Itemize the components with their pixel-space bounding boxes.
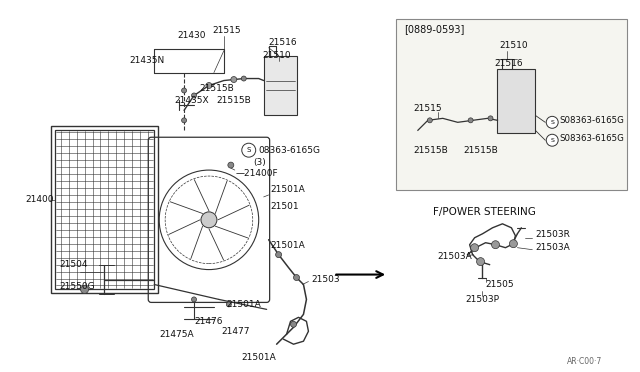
Text: S: S [550,120,554,125]
Text: 21476: 21476 [194,317,223,326]
Text: 21501A: 21501A [271,241,305,250]
Text: (3): (3) [253,158,266,167]
Text: 21510: 21510 [262,51,291,60]
Text: 21503: 21503 [312,275,340,284]
Circle shape [191,297,196,302]
Text: 21477: 21477 [221,327,250,336]
Circle shape [182,118,186,123]
Circle shape [468,118,473,123]
Text: 21550G: 21550G [60,282,95,291]
Text: S: S [246,147,251,153]
Circle shape [231,77,237,83]
Bar [497,68,535,133]
Circle shape [488,116,493,121]
Circle shape [547,134,558,146]
Text: S08363-6165G: S08363-6165G [559,116,624,125]
Circle shape [206,83,212,89]
Text: [0889-0593]: [0889-0593] [404,24,465,34]
Text: F/POWER STEERING: F/POWER STEERING [433,207,536,217]
Text: 21515: 21515 [413,104,442,113]
Text: 21430: 21430 [177,31,205,40]
Text: 21435X: 21435X [174,96,209,105]
Text: 21516: 21516 [269,38,297,47]
Text: 21515B: 21515B [463,146,499,155]
Circle shape [228,162,234,168]
Text: 21435N: 21435N [129,56,164,65]
Circle shape [201,212,217,228]
Text: 21501A: 21501A [242,353,276,362]
Circle shape [191,93,196,98]
Circle shape [241,76,246,81]
Text: 21510: 21510 [499,41,528,50]
Text: —21400F: —21400F [236,169,278,177]
Circle shape [276,252,282,258]
Text: S08363-6165G: S08363-6165G [559,134,624,143]
Text: 21503A: 21503A [438,252,472,261]
Bar [55,130,154,289]
Text: 21515B: 21515B [216,96,251,105]
Text: 08363-6165G: 08363-6165G [259,146,321,155]
Text: S: S [550,138,554,143]
Text: 21503R: 21503R [535,230,570,239]
Circle shape [428,118,432,123]
Circle shape [242,143,256,157]
Circle shape [294,275,300,280]
Circle shape [509,240,517,248]
Text: AR·C00·7: AR·C00·7 [567,357,602,366]
Text: 21516: 21516 [495,59,523,68]
Circle shape [227,302,231,307]
Text: 21400: 21400 [25,195,53,205]
Text: 21515: 21515 [212,26,241,35]
Text: 21504: 21504 [60,260,88,269]
Circle shape [291,321,296,327]
Text: 21515B: 21515B [413,146,447,155]
Circle shape [547,116,558,128]
Bar [51,126,158,294]
Circle shape [470,244,479,252]
Bar [396,19,627,190]
Text: 21503A: 21503A [535,243,570,252]
Text: 21503P: 21503P [466,295,500,304]
Text: 21501A: 21501A [227,300,262,309]
Text: 21515B: 21515B [199,84,234,93]
Circle shape [492,241,499,249]
Text: 21475A: 21475A [159,330,194,339]
Circle shape [182,88,186,93]
Text: 21501: 21501 [271,202,300,211]
Text: 21501A: 21501A [271,186,305,195]
Text: 21505: 21505 [486,280,514,289]
Circle shape [477,258,484,266]
Bar [264,56,296,115]
Circle shape [81,285,88,294]
